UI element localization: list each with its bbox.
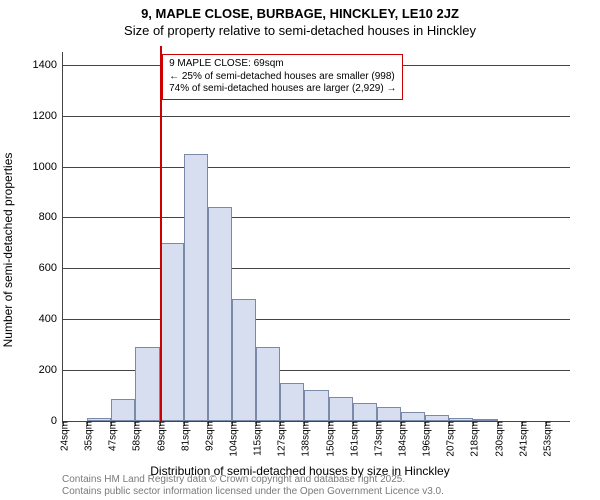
- x-tick-label: 184sqm: [394, 421, 409, 457]
- x-tick-label: 253sqm: [538, 421, 553, 457]
- x-tick-label: 104sqm: [225, 421, 240, 457]
- x-tick-label: 115sqm: [249, 421, 264, 456]
- callout-line2: ← 25% of semi-detached houses are smalle…: [169, 71, 396, 84]
- histogram-bar: [232, 299, 256, 421]
- callout-line1: 9 MAPLE CLOSE: 69sqm: [169, 58, 396, 71]
- y-tick-label: 400: [39, 313, 63, 325]
- x-tick-label: 127sqm: [273, 421, 288, 457]
- chart-footnote: Contains HM Land Registry data © Crown c…: [62, 474, 444, 498]
- x-tick-label: 150sqm: [321, 421, 336, 457]
- gridline: [63, 116, 570, 117]
- footnote-line2: Contains public sector information licen…: [62, 486, 444, 498]
- x-tick-label: 35sqm: [80, 421, 95, 451]
- histogram-bar: [135, 347, 159, 421]
- gridline: [63, 167, 570, 168]
- x-tick-label: 161sqm: [345, 421, 360, 457]
- y-tick-label: 600: [39, 262, 63, 274]
- histogram-bar: [280, 383, 304, 421]
- x-tick-label: 47sqm: [104, 421, 119, 451]
- x-tick-label: 196sqm: [418, 421, 433, 457]
- x-tick-label: 58sqm: [128, 421, 143, 451]
- x-tick-label: 24sqm: [56, 421, 71, 451]
- gridline: [63, 217, 570, 218]
- y-tick-label: 1400: [33, 59, 63, 71]
- histogram-bar: [401, 412, 425, 421]
- x-tick-label: 173sqm: [369, 421, 384, 457]
- y-tick-label: 200: [39, 364, 63, 376]
- x-tick-label: 69sqm: [152, 421, 167, 451]
- x-tick-label: 218sqm: [466, 421, 481, 457]
- x-tick-label: 207sqm: [442, 421, 457, 457]
- histogram-bar: [111, 399, 135, 421]
- plot-area: 020040060080010001200140024sqm35sqm47sqm…: [62, 52, 570, 422]
- callout-line3: 74% of semi-detached houses are larger (…: [169, 83, 396, 96]
- title-line2: Size of property relative to semi-detach…: [0, 23, 600, 40]
- histogram-bar: [377, 407, 401, 421]
- gridline: [63, 268, 570, 269]
- x-tick-label: 230sqm: [490, 421, 505, 457]
- chart-title: 9, MAPLE CLOSE, BURBAGE, HINCKLEY, LE10 …: [0, 0, 600, 40]
- x-tick-label: 138sqm: [297, 421, 312, 457]
- histogram-bar: [329, 397, 353, 421]
- x-tick-label: 81sqm: [176, 421, 191, 451]
- gridline: [63, 319, 570, 320]
- title-line1: 9, MAPLE CLOSE, BURBAGE, HINCKLEY, LE10 …: [0, 6, 600, 23]
- footnote-line1: Contains HM Land Registry data © Crown c…: [62, 474, 444, 486]
- reference-line: [160, 46, 162, 421]
- y-tick-label: 1000: [33, 161, 63, 173]
- histogram-bar: [304, 390, 328, 421]
- x-tick-label: 92sqm: [200, 421, 215, 451]
- y-tick-label: 1200: [33, 110, 63, 122]
- histogram-bar: [256, 347, 280, 421]
- chart-area: 020040060080010001200140024sqm35sqm47sqm…: [62, 52, 570, 422]
- histogram-bar: [353, 403, 377, 421]
- histogram-bar: [160, 243, 184, 421]
- histogram-bar: [184, 154, 208, 421]
- y-tick-label: 800: [39, 211, 63, 223]
- callout-box: 9 MAPLE CLOSE: 69sqm← 25% of semi-detach…: [162, 54, 403, 100]
- x-tick-label: 241sqm: [514, 421, 529, 457]
- histogram-bar: [208, 207, 232, 421]
